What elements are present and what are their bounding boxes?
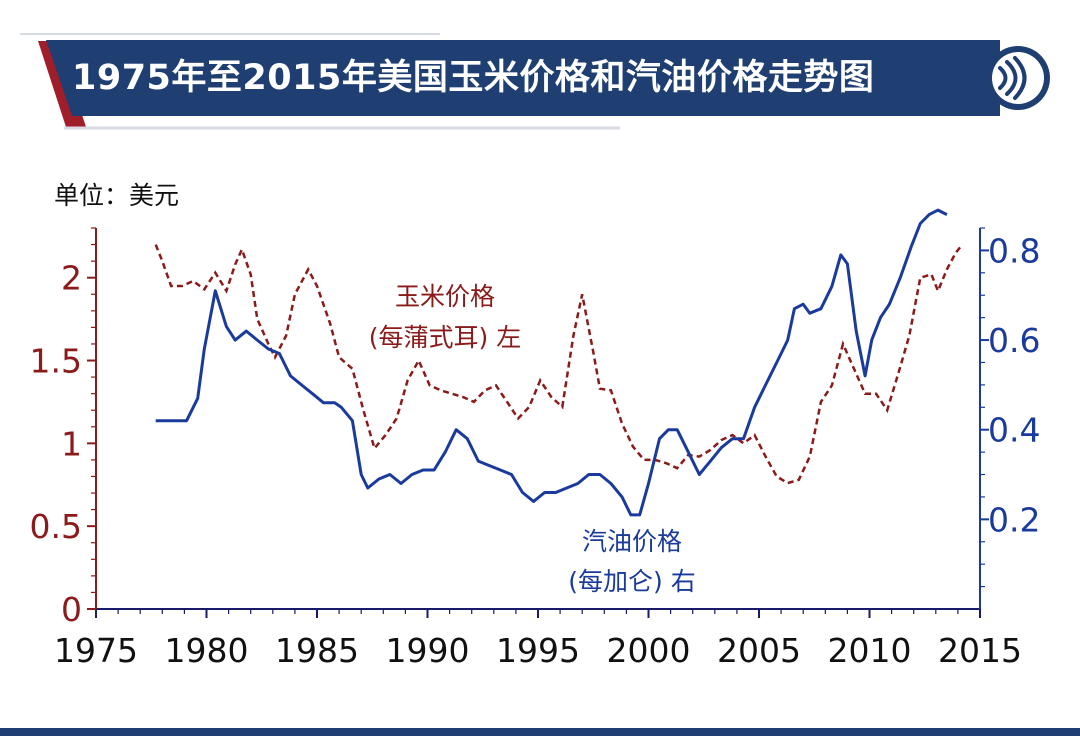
x-tick-label: 1995 [496, 631, 580, 670]
left-tick-label: 0 [61, 590, 82, 629]
x-tick-label: 2005 [717, 631, 801, 670]
header-banner [20, 33, 1050, 130]
x-tick-label: 2010 [828, 631, 912, 670]
right-tick-label: 0.6 [988, 321, 1040, 360]
unit-label: 单位：美元 [54, 181, 180, 210]
series-line-gasoline [155, 208, 948, 517]
left-tick-label: 1 [61, 424, 82, 463]
left-tick-label: 2 [61, 259, 82, 298]
left-tick-label: 1.5 [30, 342, 82, 381]
gasoline-series-note: (每加仑) 右 [568, 567, 695, 596]
left-tick-label: 0.5 [30, 507, 82, 546]
corn-series-note: (每蒲式耳) 左 [369, 323, 521, 352]
right-tick-label: 0.4 [988, 411, 1040, 450]
x-tick-label: 1975 [54, 631, 138, 670]
tick-labels: 1975 1980 1985 1990 1995 2000 2005 2010 2015 0 0.5… [30, 231, 1041, 670]
x-tick-label: 1980 [165, 631, 249, 670]
right-tick-label: 0.2 [988, 500, 1040, 539]
axes [95, 228, 981, 610]
x-tick-label: 2000 [607, 631, 691, 670]
tick-marks [87, 227, 989, 618]
footer-bar [0, 728, 1080, 736]
page-title: 1975年至2015年美国玉米价格和汽油价格走势图 [72, 58, 875, 98]
x-tick-label: 2015 [938, 631, 1022, 670]
x-tick-label: 1990 [386, 631, 470, 670]
banner-body [46, 40, 1000, 116]
corn-series-name: 玉米价格 [395, 282, 495, 311]
right-tick-label: 0.8 [988, 231, 1040, 270]
sound-wave-logo-icon [998, 56, 1027, 100]
series-line-corn [154, 243, 964, 485]
x-tick-label: 1985 [275, 631, 359, 670]
logo-face [992, 52, 1044, 104]
gasoline-series-name: 汽油价格 [582, 527, 682, 556]
